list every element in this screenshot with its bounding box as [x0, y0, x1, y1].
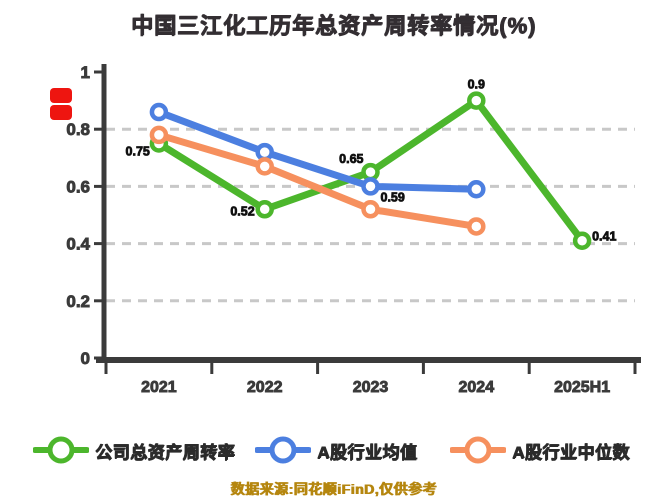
data-point-label: 0.52: [230, 204, 254, 218]
data-point-marker-green: [572, 231, 592, 250]
data-point-label: 0.65: [339, 152, 363, 166]
data-point-marker-orange: [149, 125, 169, 145]
legend-label: 公司总资产周转率: [95, 442, 235, 462]
x-category-label: 2021: [141, 379, 177, 396]
chart-title: 中国三江化工历年总资产周转率情况(%): [130, 13, 537, 38]
data-point-marker-green: [361, 162, 380, 182]
data-point-marker-blue: [149, 102, 169, 122]
chart-legend: 公司总资产周转率 A股行业均值 A股行业中位数: [0, 433, 667, 467]
red-marker-blob-top: [50, 88, 72, 103]
x-category-label: 2025H1: [554, 379, 610, 396]
source-caption: 数据来源:同花顺iFinD,仅供参考: [230, 481, 437, 497]
data-point-marker-green: [467, 91, 486, 110]
legend-item-blue[interactable]: A股行业均值: [255, 433, 417, 467]
series-line-orange: [155, 131, 480, 230]
legend-item-orange[interactable]: A股行业中位数: [450, 433, 630, 467]
red-marker-badge: [50, 88, 72, 120]
data-point-label: 0.59: [381, 190, 405, 204]
y-tick-label: 0.8: [66, 120, 90, 139]
y-tick-label: 0.2: [66, 292, 90, 311]
y-tick-label: 0.6: [66, 177, 90, 196]
series-line-blue: [155, 108, 480, 193]
data-point-marker-blue: [361, 177, 380, 196]
data-point-marker-blue: [255, 142, 274, 162]
data-point-marker-orange: [255, 157, 274, 176]
data-point-marker-blue: [467, 180, 486, 199]
legend-line-marker-icon: [450, 436, 506, 464]
legend-label: A股行业中位数: [512, 442, 630, 462]
data-point-label: 0.9: [468, 78, 485, 92]
legend-line-marker-icon: [33, 436, 89, 464]
data-point-marker-green: [255, 200, 274, 219]
line-chart-plot-area: 0 0.2 0.4 0.6 0.8 1 2021 2022 2023 2024 2025H1 0.75…: [66, 63, 641, 396]
data-point-label: 0.41: [592, 230, 616, 244]
legend-item-green[interactable]: 公司总资产周转率: [33, 433, 235, 467]
data-point-marker-orange: [361, 200, 380, 219]
y-tick-label: 0.4: [66, 235, 90, 254]
x-category-label: 2024: [459, 379, 495, 396]
legend-label: A股行业均值: [317, 442, 418, 462]
legend-line-marker-icon: [255, 436, 311, 464]
x-category-label: 2022: [247, 379, 283, 396]
y-tick-label: 0: [81, 349, 90, 368]
data-point-label: 0.75: [126, 145, 150, 159]
y-tick-label: 1: [81, 63, 90, 82]
red-marker-blob-bottom: [50, 105, 72, 120]
data-point-marker-orange: [467, 217, 486, 236]
x-category-label: 2023: [353, 379, 389, 396]
